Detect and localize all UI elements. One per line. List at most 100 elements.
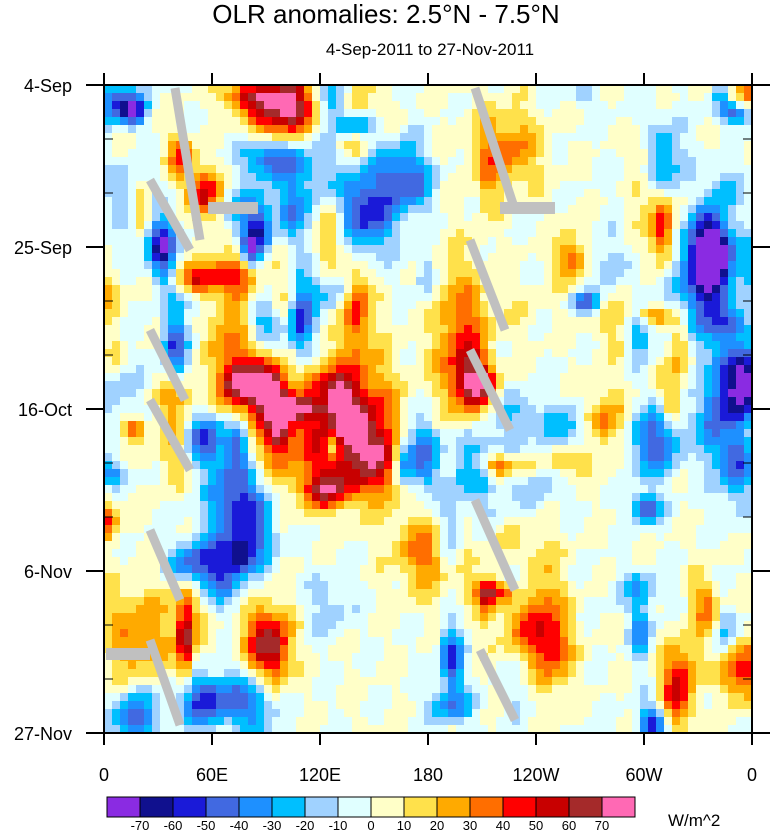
field-cell: [464, 141, 473, 150]
field-cell: [448, 429, 457, 438]
field-cell: [648, 293, 657, 302]
field-cell: [208, 157, 217, 166]
field-cell: [128, 461, 137, 470]
field-cell: [352, 525, 361, 534]
field-cell: [512, 141, 521, 150]
field-cell: [400, 181, 409, 190]
field-cell: [136, 245, 145, 254]
field-cell: [424, 509, 433, 518]
field-cell: [176, 333, 185, 342]
field-cell: [448, 205, 457, 214]
field-cell: [104, 533, 113, 542]
field-cell: [416, 197, 425, 206]
field-cell: [432, 541, 441, 550]
field-cell: [344, 317, 353, 326]
field-cell: [696, 557, 705, 566]
field-cell: [688, 365, 697, 374]
field-cell: [128, 253, 137, 262]
field-cell: [432, 117, 441, 126]
field-cell: [240, 245, 249, 254]
field-cell: [408, 445, 417, 454]
field-cell: [320, 93, 329, 102]
field-cell: [384, 125, 393, 134]
field-cell: [720, 549, 729, 558]
field-cell: [656, 205, 665, 214]
field-cell: [656, 381, 665, 390]
field-cell: [744, 437, 752, 446]
field-cell: [304, 469, 313, 478]
field-cell: [608, 157, 617, 166]
field-cell: [120, 341, 129, 350]
field-cell: [496, 285, 505, 294]
field-cell: [736, 453, 745, 462]
field-cell: [264, 373, 273, 382]
field-cell: [360, 205, 369, 214]
field-cell: [104, 573, 113, 582]
field-cell: [624, 245, 633, 254]
field-cell: [608, 173, 617, 182]
field-cell: [336, 109, 345, 118]
field-cell: [168, 333, 177, 342]
field-cell: [400, 573, 409, 582]
field-cell: [648, 93, 657, 102]
field-cell: [224, 317, 233, 326]
field-cell: [736, 285, 745, 294]
field-cell: [728, 421, 737, 430]
field-cell: [616, 541, 625, 550]
field-cell: [632, 565, 641, 574]
field-cell: [104, 517, 113, 526]
field-cell: [240, 405, 249, 414]
field-cell: [328, 237, 337, 246]
field-cell: [440, 389, 449, 398]
field-cell: [136, 453, 145, 462]
field-cell: [440, 325, 449, 334]
field-cell: [744, 317, 752, 326]
field-cell: [208, 149, 217, 158]
field-cell: [432, 205, 441, 214]
field-cell: [720, 461, 729, 470]
field-cell: [152, 141, 161, 150]
field-cell: [496, 365, 505, 374]
field-cell: [144, 221, 153, 230]
field-cell: [400, 317, 409, 326]
field-cell: [736, 165, 745, 174]
field-cell: [536, 389, 545, 398]
field-cell: [704, 429, 713, 438]
field-cell: [240, 109, 249, 118]
field-cell: [560, 365, 569, 374]
field-cell: [376, 501, 385, 510]
field-cell: [288, 389, 297, 398]
field-cell: [288, 293, 297, 302]
field-cell: [192, 149, 201, 158]
field-cell: [416, 493, 425, 502]
field-cell: [544, 373, 553, 382]
field-cell: [376, 357, 385, 366]
field-cell: [440, 277, 449, 286]
field-cell: [136, 469, 145, 478]
field-cell: [368, 141, 377, 150]
field-cell: [496, 221, 505, 230]
field-cell: [224, 117, 233, 126]
field-cell: [304, 237, 313, 246]
field-cell: [416, 149, 425, 158]
field-cell: [376, 573, 385, 582]
field-cell: [248, 357, 257, 366]
field-cell: [352, 325, 361, 334]
field-cell: [392, 173, 401, 182]
field-cell: [336, 389, 345, 398]
field-cell: [240, 213, 249, 222]
field-cell: [568, 461, 577, 470]
field-cell: [440, 197, 449, 206]
field-cell: [360, 333, 369, 342]
field-cell: [496, 269, 505, 278]
field-cell: [472, 445, 481, 454]
field-cell: [384, 165, 393, 174]
field-cell: [344, 229, 353, 238]
field-cell: [192, 469, 201, 478]
field-cell: [488, 189, 497, 198]
field-cell: [488, 405, 497, 414]
field-cell: [528, 405, 537, 414]
field-cell: [712, 397, 721, 406]
field-cell: [408, 309, 417, 318]
field-cell: [304, 93, 313, 102]
